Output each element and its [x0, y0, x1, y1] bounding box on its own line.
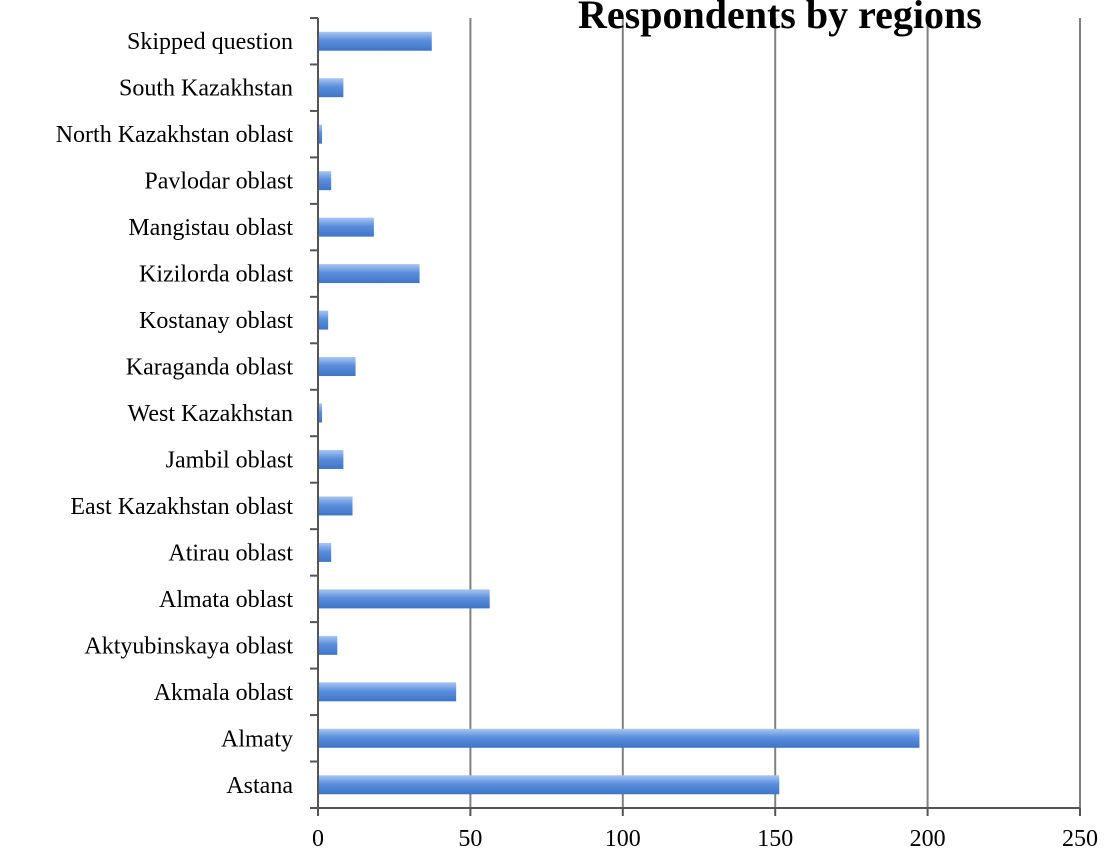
x-tick-label-100: 100 — [605, 826, 641, 850]
gridlines — [469, 18, 1081, 808]
bar-mangistau-oblast — [319, 217, 374, 237]
category-label-west-kazakhstan: West Kazakhstan — [128, 401, 293, 427]
category-label-karaganda-oblast: Karaganda oblast — [126, 355, 294, 381]
category-label-mangistau-oblast: Mangistau oblast — [128, 215, 293, 241]
bar-west-kazakhstan — [319, 403, 323, 423]
bars — [319, 31, 920, 795]
bar-skipped-question — [319, 31, 432, 51]
category-label-skipped-question: Skipped question — [127, 29, 293, 55]
category-label-jambil-oblast: Jambil oblast — [166, 447, 294, 473]
axes — [310, 17, 1081, 816]
x-tick-label-50: 50 — [458, 826, 482, 850]
bar-almata-oblast — [319, 589, 490, 609]
bar-east-kazakhstan-oblast — [319, 496, 353, 516]
bar-aktyubinskaya-oblast — [319, 635, 338, 655]
category-label-aktyubinskaya-oblast: Aktyubinskaya oblast — [84, 633, 293, 659]
category-labels: Astana Almaty Akmala oblast Aktyubinskaya o… — [56, 29, 294, 799]
category-label-kostanay-oblast: Kostanay oblast — [139, 308, 293, 334]
bar-jambil-oblast — [319, 449, 344, 469]
chart-title: Respondents by regions — [578, 0, 982, 37]
x-tick-label-250: 250 — [1062, 826, 1098, 850]
category-label-east-kazakhstan-oblast: East Kazakhstan oblast — [70, 494, 293, 520]
category-label-akmala-oblast: Akmala oblast — [154, 680, 294, 706]
x-tick-label-0: 0 — [312, 826, 324, 850]
bar-kizilorda-oblast — [319, 264, 420, 284]
bar-karaganda-oblast — [319, 357, 356, 377]
bar-south-kazakhstan — [319, 78, 344, 98]
category-label-almaty: Almaty — [221, 726, 293, 752]
x-tick-label-150: 150 — [757, 826, 793, 850]
category-label-pavlodar-oblast: Pavlodar oblast — [144, 169, 293, 195]
category-label-almata-oblast: Almata oblast — [159, 587, 293, 613]
bar-pavlodar-oblast — [319, 171, 332, 191]
bar-kostanay-oblast — [319, 310, 329, 330]
x-tick-label-200: 200 — [910, 826, 946, 850]
bar-atirau-oblast — [319, 542, 332, 562]
category-label-north-kazakhstan-oblast: North Kazakhstan oblast — [56, 122, 294, 148]
bar-almaty — [319, 728, 920, 748]
bar-astana — [319, 775, 780, 795]
category-label-kizilorda-oblast: Kizilorda oblast — [139, 262, 293, 288]
category-label-atirau-oblast: Atirau oblast — [168, 540, 293, 566]
x-tick-labels: 0 50 100 150 200 250 — [312, 826, 1098, 852]
category-label-astana: Astana — [226, 773, 293, 799]
bar-akmala-oblast — [319, 682, 457, 702]
bar-north-kazakhstan-oblast — [319, 124, 323, 144]
category-label-south-kazakhstan: South Kazakhstan — [119, 76, 293, 102]
